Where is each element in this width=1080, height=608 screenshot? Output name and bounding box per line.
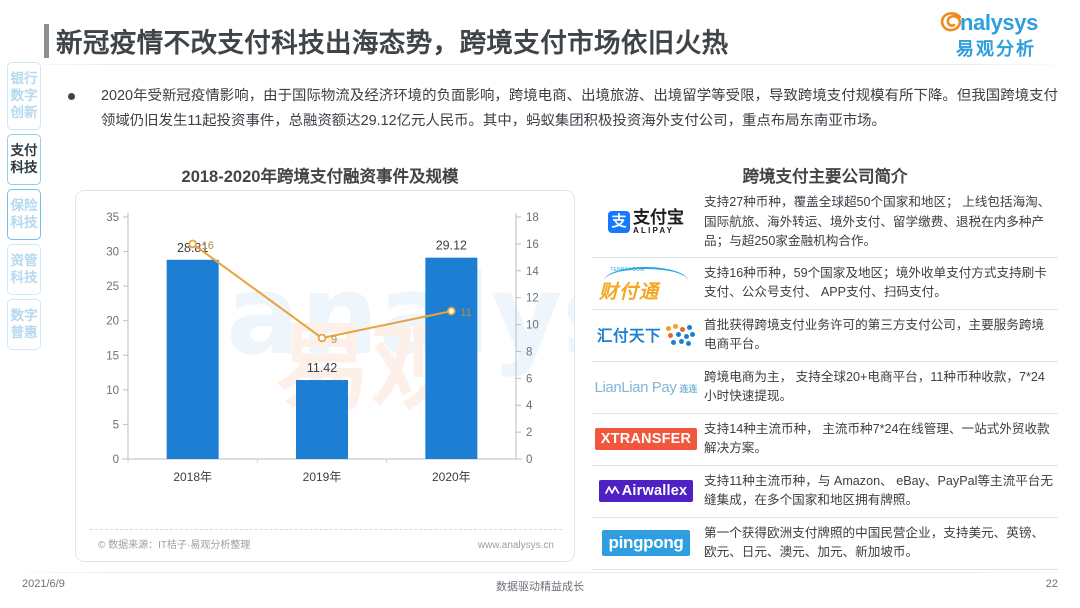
svg-text:20: 20 <box>106 316 119 328</box>
sidebar-item-label: 银行数字创新 <box>10 71 38 120</box>
lianlianpay-logo-sub: 连连 <box>679 383 698 394</box>
svg-text:16: 16 <box>526 239 539 251</box>
tenpay-logo-text: 财付通 <box>599 282 660 303</box>
sidebar-item-label: 保险科技 <box>10 198 38 230</box>
tenpay-arc-icon <box>604 267 688 281</box>
chart-plot: 0510152025303502468101214161828.8111.422… <box>106 212 539 484</box>
lianlianpay-logo: LianLian Pay 连连 <box>592 375 700 400</box>
sidebar-item-insurance[interactable]: 保险科技 <box>7 189 41 240</box>
company-description: 第一个获得欧洲支付牌照的中国民营企业，支持美元、英镑、欧元、日元、澳元、加元、新… <box>704 525 1045 560</box>
sidebar-item-label: 资管科技 <box>10 253 38 285</box>
company-description: 支持16种币种，59个国家及地区；境外收单支付方式支持刷卡支付、公众号支付、 A… <box>704 265 1047 300</box>
tenpay-logo-sub: TENPAY.COM <box>610 267 645 273</box>
company-table: 支 支付宝 ALIPAY 支持27种币种，覆盖全球超50个国家和地区； 上线包括… <box>592 188 1058 570</box>
analysys-logo: nalysys 易观分析 <box>938 8 1066 60</box>
huifu-logo-text: 汇付天下 <box>596 328 661 345</box>
chart-card: analysys 易观 0510152025303502468101214161… <box>75 190 575 562</box>
airwallex-logo-text: Airwallex <box>621 483 688 499</box>
table-row: LianLian Pay 连连 跨境电商为主， 支持全球20+电商平台，11种币… <box>592 362 1058 414</box>
svg-text:15: 15 <box>106 350 119 362</box>
svg-text:16: 16 <box>202 240 214 252</box>
table-row: 汇付天下 首批获得跨境支付 <box>592 310 1058 362</box>
table-row: Airwallex 支持11种主流币种，与 Amazon、 eBay、PayPa… <box>592 466 1058 518</box>
table-row: XTRANSFER 支持14种主流币种， 主流币种7*24在线管理、一站式外贸收… <box>592 414 1058 466</box>
svg-text:35: 35 <box>106 212 119 224</box>
svg-text:5: 5 <box>113 419 119 431</box>
svg-text:6: 6 <box>526 373 532 385</box>
sidebar-item-label: 数字普惠 <box>10 308 38 340</box>
svg-text:12: 12 <box>526 293 539 305</box>
table-row: 支 支付宝 ALIPAY 支持27种币种，覆盖全球超50个国家和地区； 上线包括… <box>592 188 1058 258</box>
tenpay-logo: TENPAY.COM 财付通 <box>592 262 700 304</box>
svg-text:25: 25 <box>106 281 119 293</box>
alipay-logo: 支 支付宝 ALIPAY <box>592 205 700 239</box>
pingpong-logo: pingpong <box>592 526 700 560</box>
footer-date: 2021/6/9 <box>22 578 65 590</box>
logo-text-cn: 易观分析 <box>956 39 1036 59</box>
category-sidebar: 银行数字创新 支付科技 保险科技 资管科技 数字普惠 <box>5 62 43 354</box>
header-divider <box>0 64 1080 65</box>
slide-header: 新冠疫情不改支付科技出海态势，跨境支付市场依旧火热 nalysys 易观分析 <box>0 0 1080 66</box>
company-table-title: 跨境支付主要公司简介 <box>742 168 908 186</box>
alipay-logo-sub: ALIPAY <box>633 226 675 236</box>
svg-text:0: 0 <box>526 454 532 466</box>
company-description: 支持27种币种，覆盖全球超50个国家和地区； 上线包括海淘、国际航旅、海外转运、… <box>704 195 1051 248</box>
company-description: 支持11种主流币种，与 Amazon、 eBay、PayPal等主流平台无缝集成… <box>704 473 1053 508</box>
svg-text:18: 18 <box>526 212 539 224</box>
airwallex-logo-badge: Airwallex <box>598 480 694 502</box>
page-title: 新冠疫情不改支付科技出海态势，跨境支付市场依旧火热 <box>56 28 729 58</box>
airwallex-logo: Airwallex <box>592 476 700 506</box>
svg-text:11: 11 <box>460 307 471 319</box>
chart-url-text: www.analysys.cn <box>477 540 554 551</box>
xtransfer-logo: XTRANSFER <box>592 424 700 454</box>
table-row: pingpong 第一个获得欧洲支付牌照的中国民营企业，支持美元、英镑、欧元、日… <box>592 518 1058 570</box>
svg-text:11.42: 11.42 <box>307 361 337 375</box>
svg-text:10: 10 <box>526 320 539 332</box>
lianlianpay-logo-text: LianLian Pay <box>594 378 677 396</box>
svg-text:2: 2 <box>526 427 532 439</box>
xtransfer-logo-text: XTRANSFER <box>594 428 698 450</box>
chart-footer-divider <box>90 529 562 530</box>
logo-swirl-icon <box>940 12 962 32</box>
company-description: 跨境电商为主， 支持全球20+电商平台，11种币种收款，7*24 小时快速提现。 <box>704 369 1045 404</box>
company-description: 支持14种主流币种， 主流币种7*24在线管理、一站式外贸收款解决方案。 <box>704 421 1050 456</box>
sidebar-item-assetmgmt[interactable]: 资管科技 <box>7 244 41 295</box>
bullet-text: 2020年受新冠疫情影响，由于国际物流及经济环境的负面影响，跨境电商、出境旅游、… <box>101 88 1058 129</box>
chart-title: 2018-2020年跨境支付融资事件及规模 <box>181 168 459 186</box>
svg-text:14: 14 <box>526 266 539 278</box>
footer-divider <box>0 572 1080 573</box>
bullet-paragraph: 2020年受新冠疫情影响，由于国际物流及经济环境的负面影响，跨境电商、出境旅游、… <box>68 84 1058 133</box>
alipay-logo-text: 支付宝 <box>633 208 684 228</box>
svg-text:29.12: 29.12 <box>436 239 467 253</box>
svg-text:2019年: 2019年 <box>303 470 342 484</box>
footer-page-number: 22 <box>1045 578 1058 590</box>
svg-text:8: 8 <box>526 346 532 358</box>
svg-text:2020年: 2020年 <box>432 470 471 484</box>
alipay-mark-icon: 支 <box>608 211 630 234</box>
airwallex-mark-icon <box>604 486 620 494</box>
table-row: TENPAY.COM 财付通 支持16种币种，59个国家及地区；境外收单支付方式… <box>592 258 1058 310</box>
svg-text:10: 10 <box>106 385 119 397</box>
sidebar-item-label: 支付科技 <box>10 143 38 175</box>
svg-text:4: 4 <box>526 400 533 412</box>
chart-source-text: © 数据来源：IT桔子·易观分析整理 <box>98 540 251 551</box>
footer-slogan: 数据驱动精益成长 <box>496 581 584 593</box>
pingpong-logo-text: pingpong <box>602 530 690 556</box>
company-description: 首批获得跨境支付业务许可的第三方支付公司，主要服务跨境电商平台。 <box>704 317 1045 352</box>
sidebar-item-payment[interactable]: 支付科技 <box>7 134 41 185</box>
huifu-logo: 汇付天下 <box>592 320 700 350</box>
bullet-dot-icon <box>68 93 75 100</box>
svg-text:2018年: 2018年 <box>173 470 212 484</box>
title-accent-bar <box>44 24 49 58</box>
svg-text:30: 30 <box>106 247 119 259</box>
sidebar-item-bank[interactable]: 银行数字创新 <box>7 62 41 130</box>
logo-text-en: nalysys <box>960 10 1038 35</box>
svg-text:0: 0 <box>113 454 119 466</box>
sidebar-item-inclusive[interactable]: 数字普惠 <box>7 299 41 350</box>
huifu-dots-icon <box>665 324 695 346</box>
svg-text:9: 9 <box>331 334 337 346</box>
